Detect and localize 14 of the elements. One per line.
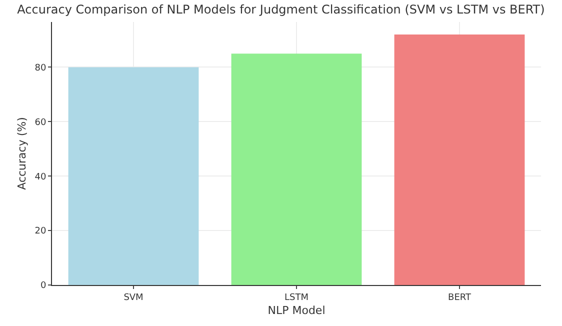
y-tick-label: 40 [34, 172, 46, 182]
bar [394, 34, 525, 285]
y-axis-title: Accuracy (%) [15, 117, 28, 190]
y-tick-label: 60 [34, 118, 46, 128]
y-tick-label: 20 [34, 226, 46, 237]
x-tick-label: BERT [448, 292, 472, 303]
y-tick-label: 0 [40, 281, 46, 292]
bar [231, 54, 362, 285]
y-tick-label: 80 [34, 63, 46, 74]
x-tick-label: SVM [124, 292, 144, 303]
x-tick-label: LSTM [284, 292, 308, 303]
bar [68, 67, 199, 285]
x-axis-title: NLP Model [268, 304, 326, 317]
chart-title: Accuracy Comparison of NLP Models for Judgment Classification (SVM vs LSTM vs BERT) [17, 2, 545, 16]
